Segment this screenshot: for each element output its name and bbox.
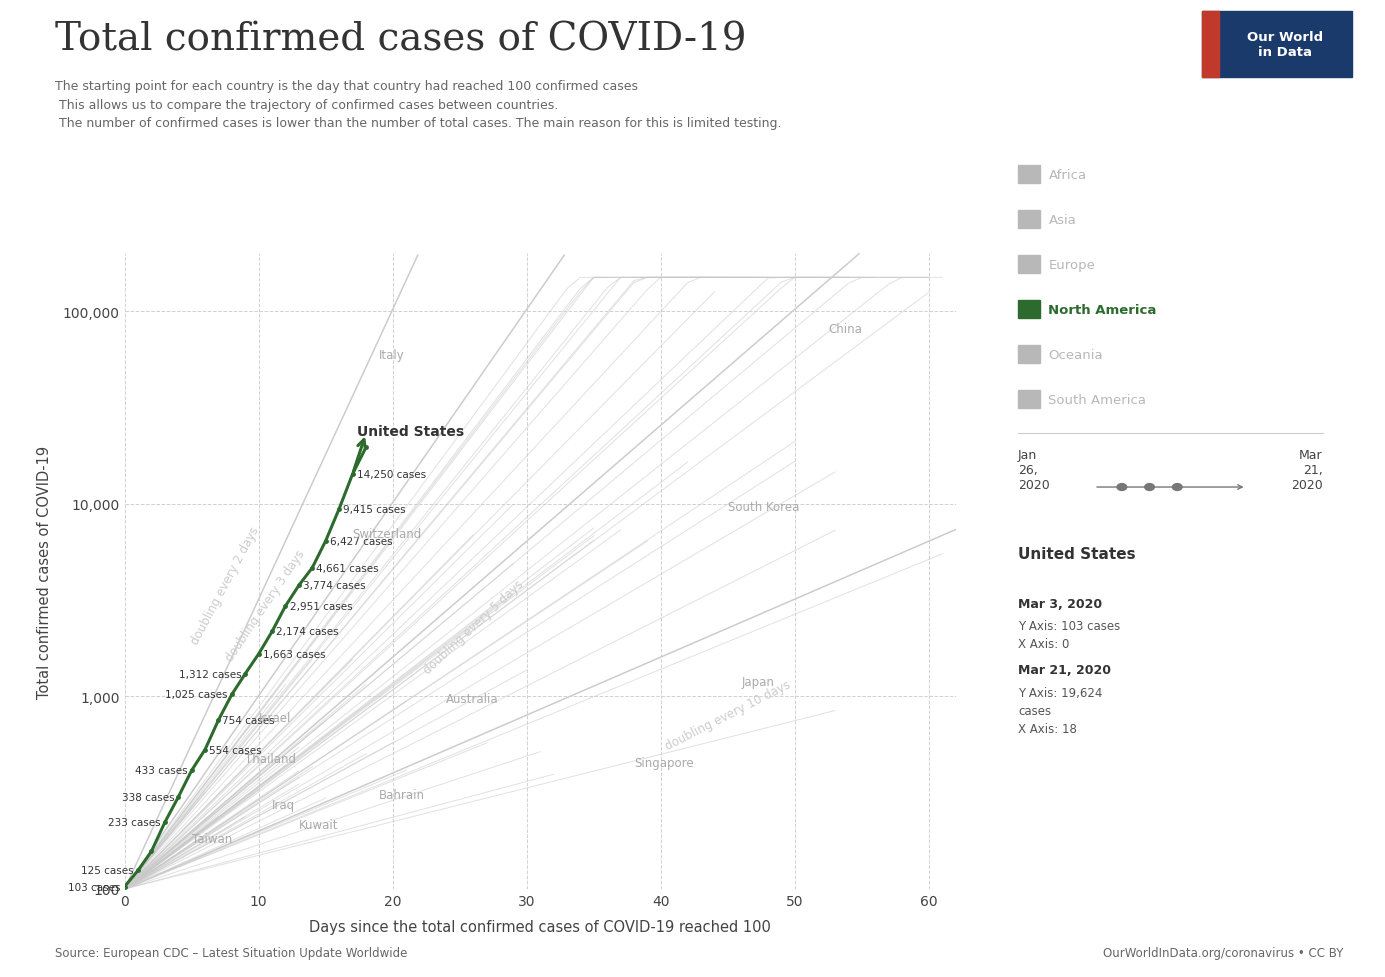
Text: China: China bbox=[828, 323, 861, 336]
Text: 6,427 cases: 6,427 cases bbox=[330, 536, 392, 546]
Text: doubling every 10 days: doubling every 10 days bbox=[663, 678, 792, 752]
Text: Oceania: Oceania bbox=[1048, 348, 1102, 361]
Text: Australia: Australia bbox=[446, 693, 499, 705]
Text: 1,312 cases: 1,312 cases bbox=[179, 669, 241, 679]
Text: doubling every 5 days: doubling every 5 days bbox=[421, 577, 526, 677]
Text: doubling every 2 days: doubling every 2 days bbox=[188, 524, 262, 646]
Text: Taiwan: Taiwan bbox=[191, 831, 231, 845]
Text: 1,025 cases: 1,025 cases bbox=[165, 690, 229, 700]
Text: 233 cases: 233 cases bbox=[108, 818, 161, 828]
Text: Italy: Italy bbox=[379, 349, 404, 361]
Text: United States: United States bbox=[356, 424, 464, 439]
Text: 2,951 cases: 2,951 cases bbox=[289, 601, 352, 612]
X-axis label: Days since the total confirmed cases of COVID-19 reached 100: Days since the total confirmed cases of … bbox=[309, 919, 771, 934]
Text: Israel: Israel bbox=[259, 711, 291, 724]
Text: North America: North America bbox=[1048, 303, 1156, 317]
Text: OurWorldInData.org/coronavirus • CC BY: OurWorldInData.org/coronavirus • CC BY bbox=[1102, 947, 1343, 959]
Text: 14,250 cases: 14,250 cases bbox=[356, 470, 425, 480]
Text: Our World
in Data: Our World in Data bbox=[1248, 31, 1323, 59]
Text: Y Axis: 19,624
cases
X Axis: 18: Y Axis: 19,624 cases X Axis: 18 bbox=[1018, 686, 1102, 735]
Text: Asia: Asia bbox=[1048, 213, 1076, 227]
Text: Thailand: Thailand bbox=[245, 752, 296, 765]
Text: 103 cases: 103 cases bbox=[68, 881, 120, 892]
Text: Mar
21,
2020: Mar 21, 2020 bbox=[1291, 448, 1323, 491]
Text: 125 cases: 125 cases bbox=[82, 866, 134, 875]
Text: Africa: Africa bbox=[1048, 168, 1087, 182]
Text: United States: United States bbox=[1018, 546, 1136, 561]
Text: Europe: Europe bbox=[1048, 258, 1096, 272]
Text: Source: European CDC – Latest Situation Update Worldwide: Source: European CDC – Latest Situation … bbox=[55, 947, 407, 959]
Text: Mar 21, 2020: Mar 21, 2020 bbox=[1018, 663, 1111, 676]
Text: Kuwait: Kuwait bbox=[299, 818, 338, 831]
Text: 9,415 cases: 9,415 cases bbox=[343, 504, 406, 514]
Text: Switzerland: Switzerland bbox=[353, 528, 422, 540]
Text: Total confirmed cases of COVID-19: Total confirmed cases of COVID-19 bbox=[55, 21, 747, 59]
Text: The starting point for each country is the day that country had reached 100 conf: The starting point for each country is t… bbox=[55, 80, 783, 130]
Text: 338 cases: 338 cases bbox=[122, 792, 175, 802]
Text: Jan
26,
2020: Jan 26, 2020 bbox=[1018, 448, 1050, 491]
Text: Japan: Japan bbox=[741, 676, 774, 689]
Text: South Korea: South Korea bbox=[727, 500, 799, 513]
Text: 3,774 cases: 3,774 cases bbox=[303, 580, 366, 591]
Text: Mar 3, 2020: Mar 3, 2020 bbox=[1018, 597, 1102, 610]
Text: 4,661 cases: 4,661 cases bbox=[316, 563, 379, 573]
Text: Bahrain: Bahrain bbox=[379, 788, 425, 801]
Text: 754 cases: 754 cases bbox=[223, 715, 276, 725]
Text: 1,663 cases: 1,663 cases bbox=[263, 649, 325, 659]
Text: Iraq: Iraq bbox=[271, 798, 295, 811]
Text: doubling every 3 days: doubling every 3 days bbox=[223, 547, 307, 663]
Text: 433 cases: 433 cases bbox=[134, 766, 187, 776]
Text: South America: South America bbox=[1048, 393, 1147, 406]
Y-axis label: Total confirmed cases of COVID-19: Total confirmed cases of COVID-19 bbox=[36, 446, 51, 698]
Text: 2,174 cases: 2,174 cases bbox=[276, 627, 339, 637]
Text: Y Axis: 103 cases
X Axis: 0: Y Axis: 103 cases X Axis: 0 bbox=[1018, 619, 1120, 651]
Text: Singapore: Singapore bbox=[634, 756, 694, 769]
Text: 554 cases: 554 cases bbox=[209, 744, 262, 754]
